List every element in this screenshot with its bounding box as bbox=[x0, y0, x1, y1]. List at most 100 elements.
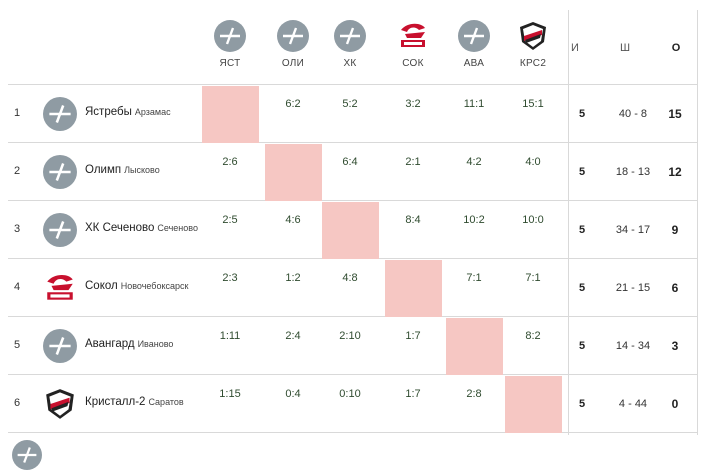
team-name-label: Сокол bbox=[85, 280, 118, 292]
result-cell: 8:2 bbox=[525, 330, 541, 342]
header-team-abbr: ХК bbox=[343, 58, 357, 69]
team-logo-icon bbox=[43, 387, 77, 421]
result-cell: 11:1 bbox=[463, 98, 485, 110]
result-cell: 6:2 bbox=[285, 98, 301, 110]
points: 9 bbox=[671, 223, 679, 237]
result-cell: 2:6 bbox=[222, 156, 238, 168]
result-cell: 7:1 bbox=[525, 272, 541, 284]
row-number: 5 bbox=[14, 339, 21, 351]
games-played: 5 bbox=[578, 340, 586, 352]
placeholder-logo-icon bbox=[334, 20, 366, 52]
result-cell: 4:6 bbox=[285, 214, 301, 226]
header-team-abbr: ОЛИ bbox=[281, 58, 305, 69]
row-divider bbox=[8, 84, 697, 85]
diagonal-cell bbox=[202, 86, 259, 143]
row-number: 3 bbox=[14, 223, 21, 235]
team-city-label: Сеченово bbox=[157, 223, 198, 233]
header-stat-goals: Ш bbox=[619, 42, 631, 54]
row-divider bbox=[8, 432, 697, 433]
header-team-col: АВА bbox=[446, 20, 502, 72]
placeholder-logo-icon bbox=[214, 20, 246, 52]
result-cell: 2:3 bbox=[222, 272, 238, 284]
result-cell: 2:4 bbox=[285, 330, 301, 342]
diagonal-cell bbox=[265, 144, 322, 201]
games-played: 5 bbox=[578, 282, 586, 294]
games-played: 5 bbox=[578, 224, 586, 236]
team-logo-icon bbox=[43, 329, 77, 363]
team-logo-icon bbox=[43, 271, 77, 305]
header-stat-games: И bbox=[571, 42, 579, 54]
goals-diff: 40 - 8 bbox=[618, 108, 648, 120]
result-cell: 0:10 bbox=[339, 388, 361, 400]
team-name-label: ХК Сеченово bbox=[85, 222, 155, 234]
header-team-col: ЯСТ bbox=[202, 20, 258, 72]
diagonal-cell bbox=[446, 318, 503, 375]
row-number: 4 bbox=[14, 281, 21, 293]
points: 0 bbox=[671, 397, 679, 411]
row-number: 1 bbox=[14, 107, 21, 119]
result-cell: 1:7 bbox=[405, 330, 421, 342]
goals-diff: 4 - 44 bbox=[618, 398, 648, 410]
sokol-logo-icon bbox=[397, 20, 429, 52]
header-team-abbr: КРС2 bbox=[519, 58, 547, 69]
team-name-label: Авангард bbox=[85, 338, 135, 350]
header-team-col: КРС2 bbox=[505, 20, 561, 72]
header-team-abbr: АВА bbox=[463, 58, 485, 69]
kristall-logo-icon bbox=[517, 20, 549, 52]
diagonal-cell bbox=[385, 260, 442, 317]
games-played: 5 bbox=[578, 108, 586, 120]
header-team-col: ХК bbox=[322, 20, 378, 72]
header-team-abbr: СОК bbox=[402, 58, 424, 69]
team-city-label: Саратов bbox=[148, 397, 184, 407]
result-cell: 4:2 bbox=[466, 156, 482, 168]
points: 6 bbox=[671, 281, 679, 295]
team-name: ХК Сеченово Сеченово bbox=[85, 222, 198, 234]
team-name-label: Олимп bbox=[85, 164, 122, 176]
result-cell: 2:8 bbox=[466, 388, 482, 400]
result-cell: 1:2 bbox=[285, 272, 301, 284]
result-cell: 2:10 bbox=[339, 330, 361, 342]
goals-diff: 34 - 17 bbox=[615, 224, 651, 236]
team-logo-icon bbox=[43, 97, 77, 131]
points: 12 bbox=[668, 165, 682, 179]
header-team-col: СОК bbox=[385, 20, 441, 72]
result-cell: 4:8 bbox=[342, 272, 358, 284]
result-cell: 7:1 bbox=[466, 272, 482, 284]
result-cell: 1:11 bbox=[219, 330, 241, 342]
result-cell: 1:15 bbox=[219, 388, 241, 400]
team-name-label: Ястребы bbox=[85, 106, 132, 118]
partial-logo-icon bbox=[12, 440, 42, 475]
row-divider bbox=[8, 316, 697, 317]
row-divider bbox=[8, 142, 697, 143]
column-divider bbox=[568, 10, 569, 435]
team-name: Олимп Лысково bbox=[85, 164, 160, 176]
header-team-col: ОЛИ bbox=[265, 20, 321, 72]
result-cell: 8:4 bbox=[405, 214, 421, 226]
team-logo-icon bbox=[43, 155, 77, 189]
team-name-label: Кристалл-2 bbox=[85, 396, 146, 408]
result-cell: 6:4 bbox=[342, 156, 358, 168]
games-played: 5 bbox=[578, 166, 586, 178]
points: 15 bbox=[668, 107, 682, 121]
team-name: Ястребы Арзамас bbox=[85, 106, 171, 118]
team-city-label: Новочебоксарск bbox=[120, 281, 189, 291]
team-name: Сокол Новочебоксарск bbox=[85, 280, 188, 292]
result-cell: 0:4 bbox=[285, 388, 301, 400]
header-team-abbr: ЯСТ bbox=[219, 58, 241, 69]
result-cell: 2:1 bbox=[405, 156, 421, 168]
placeholder-logo-icon bbox=[458, 20, 490, 52]
result-cell: 3:2 bbox=[405, 98, 421, 110]
result-cell: 10:2 bbox=[463, 214, 485, 226]
result-cell: 2:5 bbox=[222, 214, 238, 226]
column-divider bbox=[697, 10, 698, 435]
row-number: 2 bbox=[14, 165, 21, 177]
placeholder-logo-icon bbox=[277, 20, 309, 52]
result-cell: 10:0 bbox=[522, 214, 544, 226]
team-city-label: Иваново bbox=[137, 339, 174, 349]
team-name: Кристалл-2 Саратов bbox=[85, 396, 184, 408]
goals-diff: 18 - 13 bbox=[615, 166, 651, 178]
goals-diff: 21 - 15 bbox=[615, 282, 651, 294]
goals-diff: 14 - 34 bbox=[615, 340, 651, 352]
header-stat-points: О bbox=[671, 42, 681, 54]
team-logo-icon bbox=[43, 213, 77, 247]
